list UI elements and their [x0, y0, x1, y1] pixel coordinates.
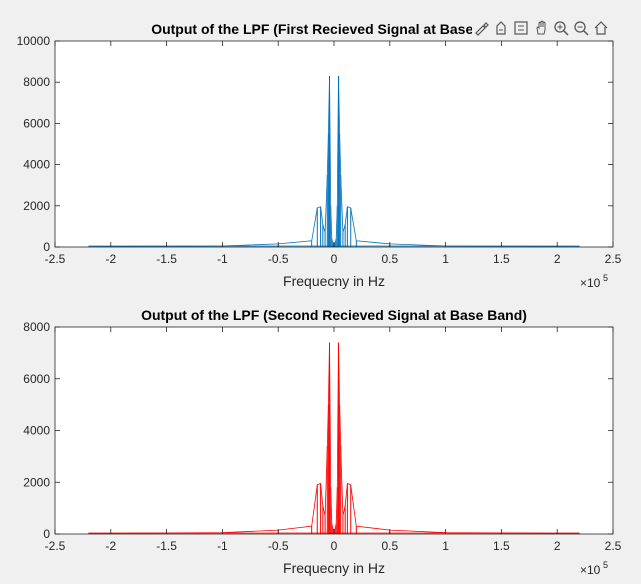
chart-title: Output of the LPF (Second Recieved Signa…	[141, 307, 527, 323]
x-tick-label: -2	[105, 252, 116, 266]
x-tick-label: 0	[331, 252, 338, 266]
plot-area	[55, 41, 613, 247]
y-tick-label: 6000	[23, 116, 50, 130]
x-exponent-power: 5	[603, 273, 608, 283]
y-tick-label: 8000	[23, 75, 50, 89]
brush-icon	[475, 22, 489, 36]
legend-button[interactable]	[512, 18, 530, 38]
brush-button[interactable]	[472, 18, 490, 38]
x-axis-label: Frequecny in Hz	[283, 273, 385, 289]
x-tick-label: 1	[442, 252, 449, 266]
x-tick-label: -0.5	[268, 539, 289, 553]
x-tick-label: 2.5	[605, 539, 622, 553]
x-tick-label: 2	[554, 539, 561, 553]
zoom-in-icon	[554, 21, 569, 36]
x-tick-label: 1.5	[493, 539, 510, 553]
x-tick-label: -0.5	[268, 252, 289, 266]
x-exponent-label: ×10	[580, 563, 601, 577]
legend-icon	[514, 21, 528, 35]
zoom-in-button[interactable]	[552, 18, 570, 38]
x-tick-label: -2.5	[45, 539, 66, 553]
plot-area	[55, 327, 613, 534]
y-tick-label: 8000	[23, 320, 50, 334]
x-tick-label: 1	[442, 539, 449, 553]
y-tick-label: 0	[43, 527, 50, 541]
y-tick-label: 4000	[23, 424, 50, 438]
x-tick-label: 0.5	[381, 252, 398, 266]
x-exponent-label: ×10	[580, 276, 601, 290]
x-tick-label: -1	[217, 252, 228, 266]
y-tick-label: 2000	[23, 199, 50, 213]
pan-hand-button[interactable]	[532, 18, 550, 38]
x-tick-label: -2.5	[45, 252, 66, 266]
x-tick-label: 2.5	[605, 252, 622, 266]
x-tick-label: -1	[217, 539, 228, 553]
x-tick-label: 0.5	[381, 539, 398, 553]
data-cursor-icon	[496, 21, 506, 35]
zoom-out-icon	[574, 21, 589, 36]
home-icon	[594, 21, 608, 35]
data-cursor-button[interactable]	[492, 18, 510, 38]
home-button[interactable]	[592, 18, 610, 38]
y-tick-label: 6000	[23, 372, 50, 386]
y-tick-label: 4000	[23, 158, 50, 172]
chart-2: -2.5 -2 -1.5 -1 -0.5 0 0.5 1 1.5 2 2.5 0 2000 4000 600…	[23, 307, 621, 577]
chart-title: Output of the LPF (First Recieved Signal…	[151, 21, 517, 37]
y-tick-label: 2000	[23, 475, 50, 489]
x-axis-label: Frequecny in Hz	[283, 560, 385, 576]
x-exponent-power: 5	[603, 560, 608, 570]
x-tick-label: 1.5	[493, 252, 510, 266]
x-tick-label: -2	[105, 539, 116, 553]
y-tick-label: 10000	[17, 34, 51, 48]
x-tick-label: 0	[331, 539, 338, 553]
figure-toolbar	[472, 18, 610, 40]
y-tick-label: 0	[43, 240, 50, 254]
pan-hand-icon	[536, 20, 546, 35]
x-tick-label: -1.5	[156, 252, 177, 266]
zoom-out-button[interactable]	[572, 18, 590, 38]
x-tick-label: 2	[554, 252, 561, 266]
chart-1: -2.5 -2 -1.5 -1 -0.5 0 0.5 1 1.5 2 2.5 0 2000 4000 600…	[17, 21, 622, 290]
x-tick-label: -1.5	[156, 539, 177, 553]
